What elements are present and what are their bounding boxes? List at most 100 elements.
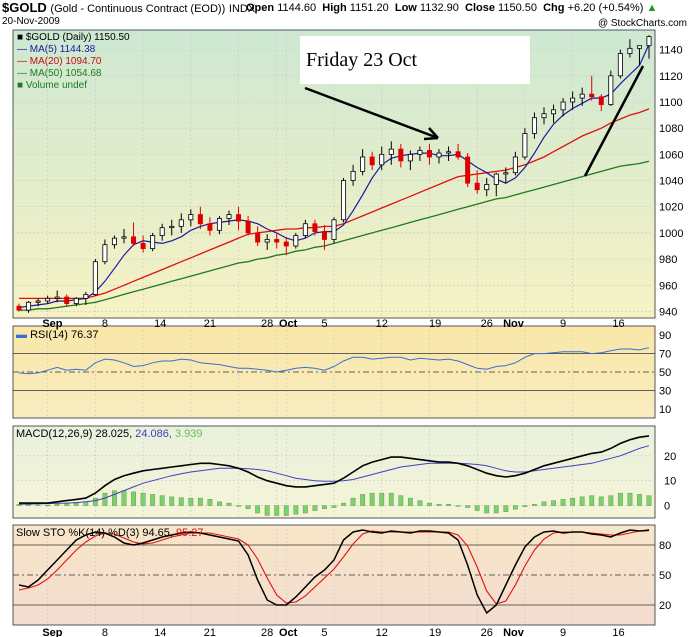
y-tick-label: 1100 (659, 97, 683, 109)
y-tick-label: 50 (659, 570, 671, 582)
y-tick-label: 1140 (659, 45, 683, 57)
y-tick-label: 50 (659, 367, 671, 379)
macd-hist-bar (112, 490, 117, 506)
y-tick-label: 1000 (659, 228, 683, 240)
macd-hist-bar (283, 505, 289, 516)
candle-body (407, 153, 413, 162)
exchange-label: INDX (228, 3, 256, 15)
candle-body (312, 223, 318, 232)
macd-hist-bar (417, 500, 423, 506)
candle-body (484, 184, 490, 191)
macd-hist-bar (503, 505, 509, 512)
candle-body (446, 151, 452, 154)
candle-body (16, 305, 22, 311)
candle-body (474, 182, 480, 191)
x-tick-label: 8 (102, 627, 108, 637)
y-tick-label: 80 (659, 540, 671, 552)
macd-hist-bar (570, 497, 576, 506)
candle-body (531, 117, 537, 134)
macd-hist-bar (150, 494, 156, 506)
macd-hist-bar (350, 497, 356, 506)
ma50-line (19, 160, 650, 311)
y-tick-label: 30 (659, 385, 671, 397)
macd-line (19, 435, 650, 504)
x-tick-label: 26 (481, 627, 493, 637)
x-tick-label: 5 (321, 318, 327, 330)
macd-hist-bar (341, 502, 346, 506)
macd-hist-bar (188, 497, 194, 506)
macd-hist-bar (16, 504, 22, 506)
candle-body (245, 220, 251, 234)
x-tick-label: 14 (154, 318, 166, 330)
macd-hist-bar (589, 495, 595, 506)
y-tick-label: 1040 (659, 176, 683, 188)
symbol-description: (Gold - Continuous Contract (EOD)) (50, 3, 226, 15)
candle-body (150, 235, 156, 250)
y-tick-label: 0 (664, 501, 670, 513)
y-tick-label: 20 (664, 451, 676, 463)
macd-hist-bar (455, 505, 461, 507)
x-tick-label: 12 (376, 627, 388, 637)
macd-hist-bar (579, 496, 585, 506)
candle-body (417, 150, 423, 155)
macd-legend: MACD(12,26,9) 28.025, 24.086, 3.939 (16, 428, 203, 440)
x-tick-label: 28 (261, 318, 273, 330)
x-tick-label: 12 (376, 318, 388, 330)
x-tick-label: 8 (102, 318, 108, 330)
macd-hist-bar (92, 497, 98, 506)
macd-hist-bar (360, 494, 366, 506)
macd-hist-bar (226, 502, 232, 506)
macd-hist-bar (217, 501, 222, 506)
candle-body (140, 242, 146, 250)
annotation-arrow (304, 86, 439, 140)
candle-body (341, 180, 347, 221)
x-tick-label: 28 (261, 627, 273, 637)
macd-hist-bar (532, 504, 537, 506)
candle-body (274, 239, 280, 243)
x-tick-label: Nov (503, 627, 525, 637)
macd-hist-bar (637, 494, 642, 506)
macd-hist-bar (169, 496, 175, 506)
macd-hist-bar (35, 504, 41, 506)
macd-hist-bar (512, 505, 518, 510)
candle-body (398, 148, 404, 162)
candle-body (350, 170, 356, 181)
sto-legend: Slow STO %K(14) %D(3) 94.65, 95.27 (16, 527, 204, 539)
y-tick-label: 960 (659, 280, 677, 292)
legend-ma50: — MA(50) 1054.68 (17, 68, 102, 79)
candle-body (608, 75, 614, 106)
open-label: Open (246, 2, 275, 14)
macd-hist-bar (407, 497, 413, 506)
macd-hist-bar (293, 505, 299, 515)
y-tick-label: 10 (664, 476, 676, 488)
triangle-up-icon: ▲ (646, 2, 658, 14)
close-value: 1150.50 (498, 2, 537, 14)
candle-body (646, 36, 652, 47)
candle-body (436, 152, 442, 158)
candle-body (321, 231, 327, 240)
y-tick-label: 10 (659, 404, 671, 416)
macd-hist-bar (474, 505, 480, 511)
x-tick-label: 14 (154, 627, 166, 637)
trend-line (583, 65, 645, 177)
macd-hist-bar (398, 495, 404, 506)
x-tick-label: 5 (321, 627, 327, 637)
macd-hist-bar (274, 505, 280, 516)
chart-header: $GOLD (Gold - Continuous Contract (EOD))… (2, 0, 255, 15)
x-tick-label: 21 (204, 627, 216, 637)
candle-body (26, 301, 32, 311)
candle-body (54, 296, 60, 299)
macd-hist-bar (159, 495, 165, 506)
macd-hist-bar (484, 505, 490, 514)
candle-body (83, 294, 89, 299)
candle-body (45, 297, 51, 302)
y-tick-label: 1060 (659, 149, 683, 161)
y-tick-label: 1020 (659, 202, 683, 214)
macd-hist-bar (54, 503, 60, 506)
candle-body (283, 241, 289, 247)
macd-hist-bar (197, 497, 203, 506)
macd-hist-bar (312, 505, 318, 511)
y-tick-label: 1120 (659, 71, 683, 83)
macd-hist-bar (245, 505, 251, 509)
candle-body (617, 53, 623, 77)
